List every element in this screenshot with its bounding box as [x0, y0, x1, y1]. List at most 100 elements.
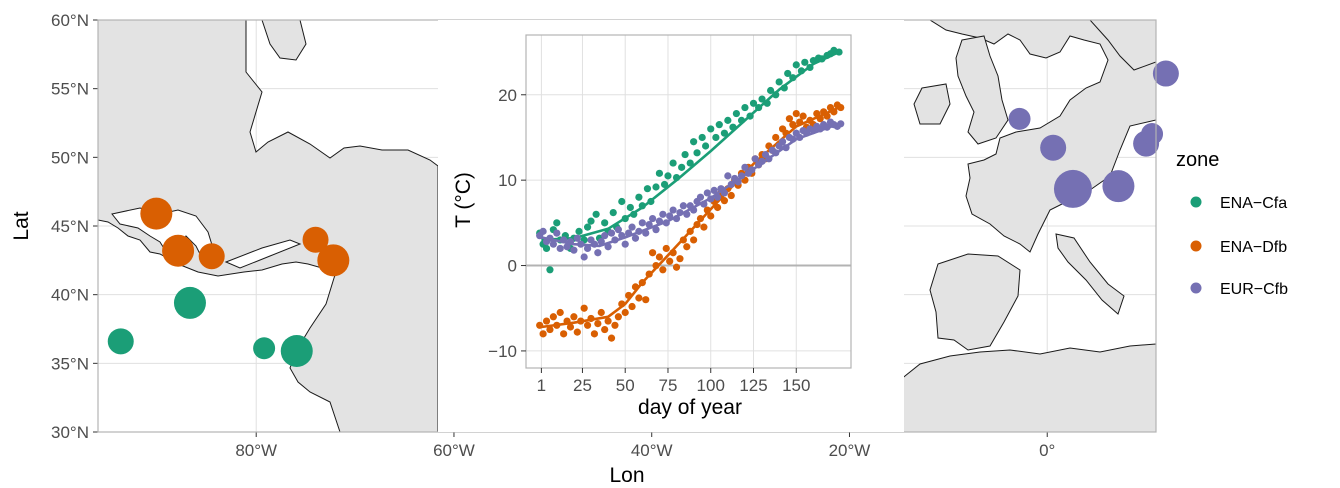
point-ena-cfa [652, 183, 660, 191]
great-britain-land [955, 35, 1009, 145]
inset-x-tick-label: 150 [782, 376, 810, 395]
point-eur-cfb [751, 155, 759, 163]
map-site-points [107, 60, 1179, 367]
map-y-tick-label: 50°N [51, 148, 89, 167]
point-ena-dfb [614, 313, 622, 321]
point-ena-cfa [698, 133, 706, 142]
legend-label-eur-cfb: EUR−Cfb [1220, 281, 1288, 298]
point-ena-dfb [594, 320, 602, 328]
point-eur-cfb [556, 244, 564, 253]
map-x-tick-label: 80°W [235, 441, 277, 460]
point-ena-cfa [592, 210, 600, 218]
italy-land [1055, 233, 1125, 315]
map-axes: 80°W 60°W 40°W 20°W 0° 30°N 35°N 40°N 45°N 50°N 55… [51, 11, 1055, 460]
point-ena-dfb [560, 330, 568, 338]
map-y-tick-label: 40°N [51, 286, 89, 305]
map-point-ena-dfb [317, 244, 350, 277]
point-ena-cfa [775, 78, 783, 86]
trend-line-eur-cfb [541, 122, 840, 248]
point-eur-cfb [659, 210, 667, 218]
point-ena-dfb [546, 325, 554, 334]
point-ena-dfb [628, 302, 636, 311]
point-ena-dfb [659, 266, 667, 274]
map-y-tick-label: 45°N [51, 217, 89, 236]
point-eur-cfb [549, 240, 557, 248]
point-ena-dfb [655, 253, 664, 261]
point-ena-dfb [720, 197, 729, 205]
point-ena-dfb [583, 321, 592, 329]
point-eur-cfb [570, 246, 578, 254]
point-ena-dfb [635, 294, 643, 302]
inset-x-axis-title: day of year [638, 396, 742, 419]
point-ena-cfa [758, 95, 766, 103]
map-point-eur-cfb [1102, 170, 1135, 203]
point-ena-dfb [837, 103, 845, 112]
legend-entry-ena-dfb: ENA−Dfb [1190, 239, 1287, 256]
legend: zone ENA−Cfa ENA−Dfb EUR−Cfb [1176, 149, 1288, 298]
inset-x-tick-label: 125 [739, 376, 767, 395]
map-point-ena-cfa [107, 328, 134, 355]
point-eur-cfb [837, 120, 845, 128]
point-eur-cfb [703, 189, 711, 197]
map-y-tick-label: 30°N [51, 423, 89, 442]
point-ena-cfa [681, 150, 689, 159]
point-ena-dfb [642, 296, 650, 304]
point-ena-cfa [724, 116, 732, 124]
map-point-eur-cfb [1152, 60, 1179, 87]
point-ena-dfb [539, 330, 547, 338]
inset-x-tick-label: 75 [659, 376, 678, 395]
inset-y-axis-title: T (°C) [452, 172, 475, 228]
point-ena-dfb [542, 317, 551, 325]
point-eur-cfb [696, 193, 705, 201]
inset-series [536, 46, 845, 342]
map-point-eur-cfb [1053, 169, 1092, 208]
point-ena-dfb [573, 328, 581, 336]
trend-line-ena-dfb [541, 106, 840, 329]
point-ena-cfa [655, 169, 664, 177]
point-ena-dfb [556, 308, 564, 317]
map-point-ena-dfb [302, 226, 329, 253]
point-eur-cfb [573, 234, 581, 242]
point-ena-dfb [727, 191, 735, 200]
point-ena-cfa [732, 109, 740, 118]
inset-plot-area [526, 35, 851, 368]
point-ena-cfa [715, 121, 723, 129]
ireland-land [913, 83, 951, 125]
point-ena-dfb [662, 244, 670, 253]
point-ena-dfb [799, 112, 807, 120]
map-point-ena-cfa [253, 337, 276, 360]
trend-line-ena-cfa [541, 50, 840, 242]
inset-x-tick-label: 25 [573, 376, 592, 395]
map-point-eur-cfb [1141, 122, 1164, 145]
map-x-tick-label: 0° [1039, 441, 1055, 460]
point-ena-cfa [587, 217, 595, 225]
series-ena-cfa [536, 46, 843, 274]
inset-y-tick-label: 20 [498, 86, 517, 105]
point-eur-cfb [648, 214, 657, 223]
point-ena-cfa [664, 172, 672, 180]
point-ena-cfa [712, 133, 720, 142]
point-eur-cfb [539, 227, 547, 235]
inset-y-tick-label: 0 [508, 257, 517, 276]
map-y-tick-label: 55°N [51, 80, 89, 99]
scandinavia-land [1089, 20, 1156, 71]
point-ena-cfa [693, 149, 701, 157]
inset-x-tick-label: 1 [537, 376, 546, 395]
point-ena-dfb [700, 223, 708, 231]
point-eur-cfb [607, 229, 616, 237]
legend-label-ena-cfa: ENA−Cfa [1220, 195, 1287, 212]
point-ena-cfa [669, 159, 677, 167]
point-ena-cfa [749, 99, 758, 107]
inset-x-tick-label: 100 [697, 376, 725, 395]
map-point-ena-dfb [162, 234, 195, 267]
point-ena-cfa [575, 227, 583, 235]
map-x-tick-label: 40°W [631, 441, 673, 460]
point-eur-cfb [621, 240, 629, 248]
map-point-ena-cfa [173, 286, 206, 319]
point-eur-cfb [724, 172, 732, 180]
point-eur-cfb [669, 206, 677, 214]
map-x-tick-label: 60°W [433, 441, 475, 460]
point-eur-cfb [614, 226, 622, 234]
